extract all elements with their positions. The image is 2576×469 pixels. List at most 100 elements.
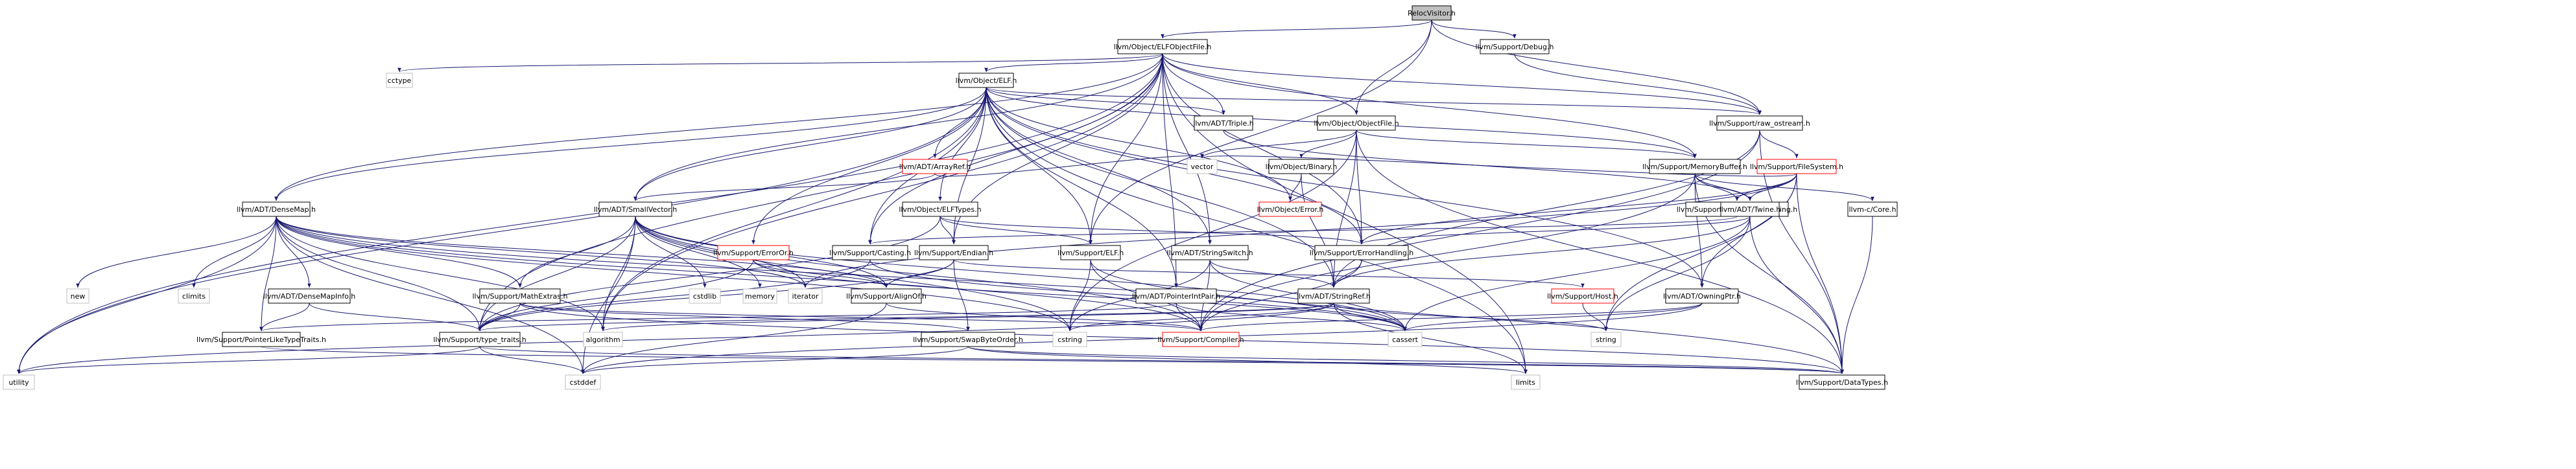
node-llvm-support-pointerliketypetraits-h[interactable]: llvm/Support/PointerLikeTypeTraits.h <box>196 332 326 347</box>
node-llvm-support-alignof-h[interactable]: llvm/Support/AlignOf.h <box>846 288 927 304</box>
node-llvm-adt-owningptr-h[interactable]: llvm/ADT/OwningPtr.h <box>1663 288 1741 304</box>
node-box <box>1847 201 1898 217</box>
node-llvm-support-erroror-h[interactable]: llvm/Support/ErrorOr.h <box>713 245 794 260</box>
edge-arrayref-to-smallvector <box>633 173 936 201</box>
edge-elfobjectfile-to-stringswitch <box>1162 53 1212 245</box>
edge-densemap-to-cstring <box>276 216 1072 332</box>
edge-supelf-to-cstring <box>1068 259 1091 332</box>
node-llvm-support-host-h[interactable]: llvm/Support/Host.h <box>1547 288 1618 304</box>
node-llvm-c-core-h[interactable]: llvm-c/Core.h <box>1847 201 1898 217</box>
node-box <box>958 73 1014 88</box>
edge-elfobjectfile-to-cctype <box>397 53 1163 73</box>
edge-elftypes-to-typetraits <box>478 216 941 332</box>
node-cassert: cassert <box>1388 332 1423 347</box>
edge-mathextras-to-compiler <box>519 303 1203 332</box>
node-llvm-support-errorhandling-h[interactable]: llvm/Support/ErrorHandling.h <box>1310 245 1414 260</box>
edge-root-to-supelf <box>1089 19 1432 245</box>
node-llvm-object-elftypes-h[interactable]: llvm/Object/ELFTypes.h <box>899 201 982 217</box>
edge-densemap-to-utility <box>17 216 277 374</box>
node-label: utility <box>8 378 29 387</box>
node-box <box>1317 115 1396 131</box>
edge-smallvector-to-typetraits <box>478 216 636 332</box>
edge-objelf-to-rawostream <box>986 87 1762 115</box>
edge-densemap-to-cassert <box>276 216 1407 332</box>
node-llvm-adt-arrayref-h[interactable]: llvm/ADT/ArrayRef.h <box>899 159 971 174</box>
node-llvm-adt-stringswitch-h[interactable]: llvm/ADT/StringSwitch.h <box>1166 245 1253 260</box>
edge-smallvector-to-cassert <box>635 216 1407 332</box>
node-label: llvm/ADT/StringSwitch.h <box>1166 249 1253 257</box>
edge-memorybuffer-to-twine <box>1694 173 1752 201</box>
edge-objectfile-to-cstring <box>1068 130 1357 332</box>
node-llvm-adt-smallvector-h[interactable]: llvm/ADT/SmallVector.h <box>594 201 678 217</box>
node-llvm-support-memorybuffer-h[interactable]: llvm/Support/MemoryBuffer.h <box>1642 159 1747 174</box>
edge-arrayref-to-vector <box>934 154 1204 177</box>
edge-densemap-to-new <box>76 216 277 288</box>
node-label: llvm/Support/PointerLikeTypeTraits.h <box>196 336 326 344</box>
node-llvm-support-elf-h[interactable]: llvm/Support/ELF.h <box>1058 245 1124 260</box>
edge-stringref-to-algorithm <box>601 303 1334 332</box>
node-label: llvm/Object/ELFObjectFile.h <box>1114 43 1212 51</box>
node-box <box>788 288 823 304</box>
edge-elfobjectfile-to-memorybuffer <box>1162 53 1697 159</box>
node-llvm-support-type-traits-h[interactable]: llvm/Support/type_traits.h <box>433 332 526 347</box>
node-llvm-object-elfobjectfile-h[interactable]: llvm/Object/ELFObjectFile.h <box>1114 39 1212 54</box>
node-label: llvm/Support/MathExtras.h <box>473 292 568 301</box>
node-llvm-adt-triple-h[interactable]: llvm/ADT/Triple.h <box>1193 115 1254 131</box>
node-llvm-support-raw-ostream-h[interactable]: llvm/Support/raw_ostream.h <box>1709 115 1810 131</box>
node-label: llvm/Support/ErrorHandling.h <box>1310 249 1414 257</box>
node-label: llvm-c/Core.h <box>1849 205 1897 214</box>
node-llvm-adt-pointerintpair-h[interactable]: llvm/ADT/PointerIntPair.h <box>1132 288 1221 304</box>
edge-objelf-to-errorhandling <box>986 87 1364 245</box>
edge-objelf-to-erroror <box>751 87 987 245</box>
node-llvm-support-endian-h[interactable]: llvm/Support/Endian.h <box>914 245 993 260</box>
node-label: llvm/Support/Casting.h <box>829 249 911 257</box>
edge-stringref-to-utility <box>17 303 1334 374</box>
node-llvm-support-casting-h[interactable]: llvm/Support/Casting.h <box>829 245 911 260</box>
node-llvm-adt-twine-h[interactable]: llvm/ADT/Twine.h <box>1719 201 1781 217</box>
edge-memorybuffer-to-compiler <box>1199 173 1696 332</box>
edge-smallvector-to-memory <box>635 216 762 288</box>
node-cstddef: cstddef <box>565 374 601 390</box>
node-llvm-adt-densemap-h[interactable]: llvm/ADT/DenseMap.h <box>237 201 316 217</box>
edge-elfobjectfile-to-densemap <box>274 53 1163 201</box>
node-llvm-support-debug-h[interactable]: llvm/Support/Debug.h <box>1476 39 1554 54</box>
node-label: RelocVisitor.h <box>1408 9 1456 17</box>
node-new: new <box>66 288 89 304</box>
node-label: llvm/ADT/OwningPtr.h <box>1663 292 1741 301</box>
node-relocvisitor-h[interactable]: RelocVisitor.h <box>1408 5 1456 21</box>
edge-filesystem-to-owningptr <box>1700 173 1797 288</box>
node-llvm-support-compiler-h[interactable]: llvm/Support/Compiler.h <box>1157 332 1244 347</box>
node-llvm-support-filesystem-h[interactable]: llvm/Support/FileSystem.h <box>1750 159 1843 174</box>
node-llvm-support-swapbyteorder-h[interactable]: llvm/Support/SwapByteOrder.h <box>913 332 1023 347</box>
node-box <box>1171 245 1249 260</box>
node-vector: vector <box>1187 159 1218 174</box>
node-llvm-object-elf-h[interactable]: llvm/Object/ELF.h <box>956 73 1017 88</box>
node-llvm-support-datatypes-h[interactable]: llvm/Support/DataTypes.h <box>1796 374 1888 390</box>
node-label: algorithm <box>585 336 620 344</box>
edge-filesystem-to-cbinding <box>1735 173 1797 201</box>
node-llvm-adt-stringref-h[interactable]: llvm/ADT/StringRef.h <box>1297 288 1371 304</box>
edge-typetraits-to-datatypes <box>479 346 1844 374</box>
node-box <box>1590 332 1622 347</box>
node-label: llvm/ADT/SmallVector.h <box>594 205 678 214</box>
node-layer: RelocVisitor.h llvm/Object/ELFObjectFile.… <box>3 5 1898 390</box>
edge-memorybuffer-to-owningptr <box>1694 173 1704 288</box>
node-box <box>832 245 908 260</box>
edge-swapbyteorder-to-cstddef <box>581 346 969 374</box>
node-iterator: iterator <box>788 288 823 304</box>
node-box <box>1135 288 1217 304</box>
edge-densemapinfo-to-pointerlike <box>259 303 310 332</box>
node-box <box>1268 159 1334 174</box>
edge-binary-to-objerror <box>1288 173 1302 201</box>
node-llvm-object-objectfile-h[interactable]: llvm/Object/ObjectFile.h <box>1314 115 1399 131</box>
node-llvm-object-binary-h[interactable]: llvm/Object/Binary.h <box>1266 159 1338 174</box>
node-box <box>717 245 790 260</box>
node-llvm-adt-densemapinfo-h[interactable]: llvm/ADT/DenseMapInfo.h <box>263 288 356 304</box>
node-llvm-support-mathextras-h[interactable]: llvm/Support/MathExtras.h <box>473 288 568 304</box>
edge-objectfile-to-vector <box>1200 130 1357 159</box>
node-box <box>439 332 521 347</box>
edge-alignof-to-cstddef <box>581 303 887 374</box>
edge-pointerintpair-to-pointerlike <box>259 303 1177 332</box>
node-llvm-object-error-h[interactable]: llvm/Object/Error.h <box>1257 201 1324 217</box>
edge-pointerintpair-to-cassert <box>1176 303 1407 332</box>
